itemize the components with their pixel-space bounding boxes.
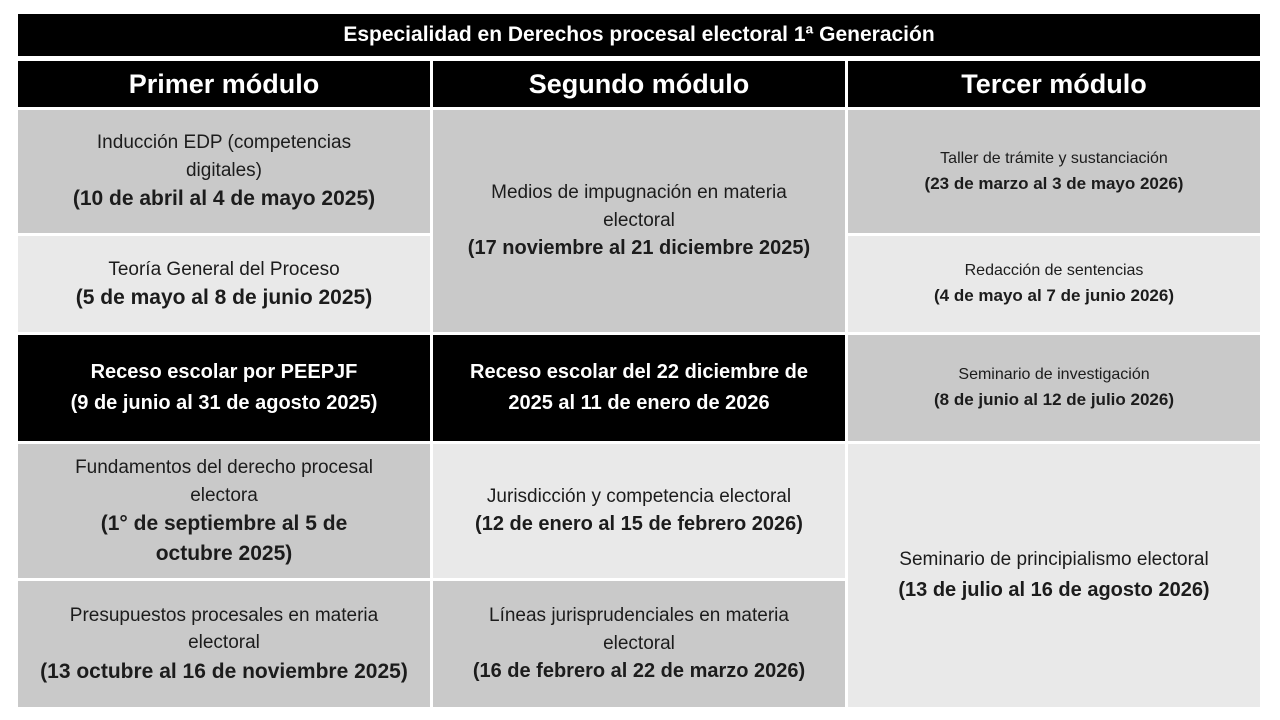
cell-taller-tramite: Taller de trámite y sustanciación (23 de… — [848, 110, 1260, 233]
recess-text: Receso escolar por PEEPJF (9 de junio al… — [70, 361, 378, 414]
course-title: Fundamentos del derecho procesal elector… — [75, 457, 373, 506]
course-title: Jurisdicción y competencia electoral — [486, 485, 792, 507]
cell-presupuestos-procesales: Presupuestos procesales en materia elect… — [18, 581, 430, 707]
course-dates: (10 de abril al 4 de mayo 2025) — [72, 187, 376, 211]
cell-fundamentos-derecho-procesal: Fundamentos del derecho procesal elector… — [18, 444, 430, 578]
cell-seminario-principialismo: Seminario de principialismo electoral (1… — [848, 444, 1260, 707]
course-title: Líneas jurisprudenciales en materia elec… — [489, 604, 789, 654]
recess-text: Receso escolar del 22 diciembre de 2025 … — [470, 361, 808, 414]
cell-jurisdiccion-competencia: Jurisdicción y competencia electoral (12… — [433, 444, 845, 578]
course-dates: (1° de septiembre al 5 de octubre 2025) — [100, 512, 348, 565]
cell-induccion-edp: Inducción EDP (competencias digitales) (… — [18, 110, 430, 233]
cell-receso-diciembre: Receso escolar del 22 diciembre de 2025 … — [433, 335, 845, 441]
course-dates: (12 de enero al 15 de febrero 2026) — [475, 513, 803, 536]
course-dates: (13 octubre al 16 de noviembre 2025) — [40, 659, 408, 683]
course-title: Redacción de sentencias — [964, 262, 1144, 280]
cell-teoria-general: Teoría General del Proceso (5 de mayo al… — [18, 236, 430, 332]
course-dates: (23 de marzo al 3 de mayo 2026) — [924, 173, 1184, 193]
cell-receso-peepjf: Receso escolar por PEEPJF (9 de junio al… — [18, 335, 430, 441]
column-header-segundo-modulo: Segundo módulo — [433, 61, 845, 107]
course-dates: (17 noviembre al 21 diciembre 2025) — [467, 237, 811, 260]
course-dates: (4 de mayo al 7 de junio 2026) — [934, 286, 1174, 306]
cell-medios-impugnacion: Medios de impugnación en materia elector… — [433, 110, 845, 332]
course-title: Teoría General del Proceso — [108, 258, 340, 280]
course-dates: (5 de mayo al 8 de junio 2025) — [75, 286, 373, 310]
cell-redaccion-sentencias: Redacción de sentencias (4 de mayo al 7 … — [848, 236, 1260, 332]
course-title: Presupuestos procesales en materia elect… — [69, 604, 379, 654]
course-dates: (16 de febrero al 22 de marzo 2026) — [472, 660, 806, 683]
course-title: Taller de trámite y sustanciación — [940, 149, 1168, 167]
column-header-primer-modulo: Primer módulo — [18, 61, 430, 107]
schedule-table: Especialidad en Derechos procesal electo… — [18, 14, 1260, 707]
course-title: Seminario de investigación — [958, 366, 1150, 384]
course-dates: (13 de julio al 16 de agosto 2026) — [898, 578, 1210, 601]
course-dates: (8 de junio al 12 de julio 2026) — [934, 390, 1174, 410]
course-title: Seminario de principialismo electoral — [899, 549, 1209, 571]
cell-seminario-investigacion: Seminario de investigación (8 de junio a… — [848, 335, 1260, 441]
table-title: Especialidad en Derechos procesal electo… — [18, 14, 1260, 56]
schedule-grid: Primer módulo Segundo módulo Tercer módu… — [18, 61, 1260, 707]
cell-lineas-jurisprudenciales: Líneas jurisprudenciales en materia elec… — [433, 581, 845, 707]
course-title: Inducción EDP (competencias digitales) — [96, 132, 352, 181]
course-title: Medios de impugnación en materia elector… — [491, 181, 787, 231]
column-header-tercer-modulo: Tercer módulo — [848, 61, 1260, 107]
